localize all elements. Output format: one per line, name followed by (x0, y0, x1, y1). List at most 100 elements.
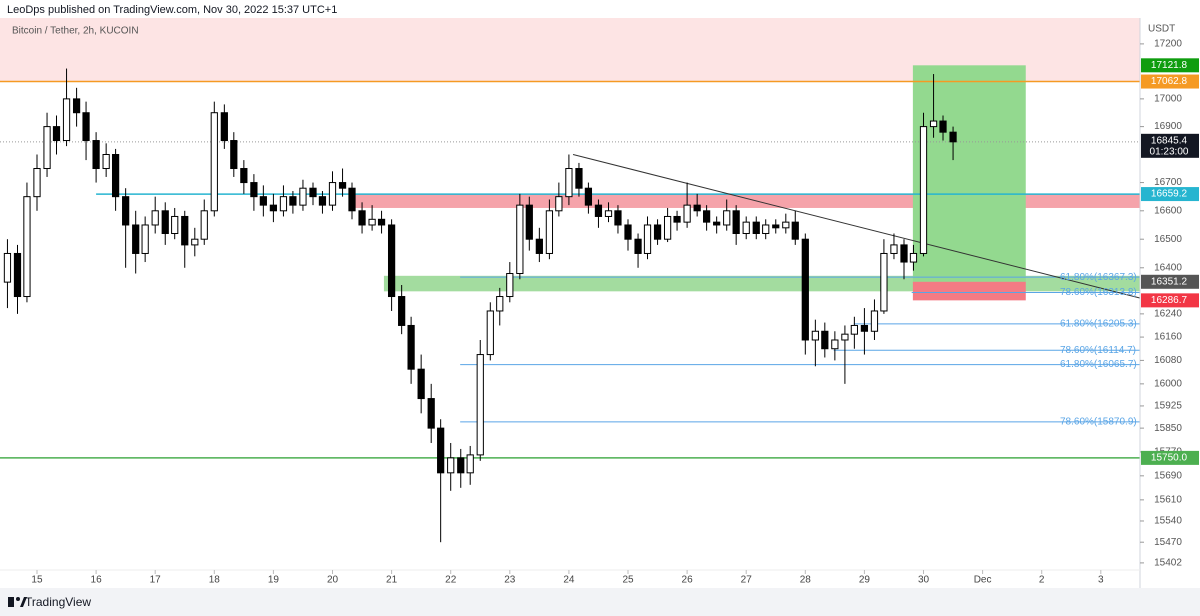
position-tag (1141, 293, 1199, 308)
candle-body (929, 120, 938, 128)
candle-body (43, 126, 51, 170)
candle-body (82, 112, 90, 142)
price-tag (1141, 450, 1199, 465)
candle-body (713, 221, 721, 226)
candle-body (417, 368, 425, 400)
candle-body (900, 244, 908, 263)
candle-body (368, 218, 376, 226)
candle-body (141, 224, 149, 254)
position-tag (1141, 58, 1199, 73)
x-tick-label: 20 (327, 575, 339, 586)
y-tick-label: 15850 (1154, 423, 1182, 434)
candle-body (111, 154, 120, 198)
candle-body (624, 224, 632, 240)
position-tag-label: 17121.8 (1151, 60, 1188, 71)
candle-body (702, 210, 711, 223)
price-tags: 17062.8 16659.2 15750.0 61.80%(16367.3) 78.6… (1060, 58, 1199, 465)
candle-body (72, 98, 81, 114)
logo-part (20, 597, 27, 607)
candle-body (890, 244, 898, 254)
x-tick-label: 19 (268, 575, 280, 586)
candle-body (634, 238, 642, 254)
candle-body (860, 324, 869, 332)
candle-body (486, 310, 494, 356)
fib-label: 61.80%(16205.3) (1060, 319, 1137, 330)
x-tick-label: 21 (386, 575, 398, 586)
candle-body (398, 296, 406, 326)
logo-part (8, 597, 14, 607)
candle-body (614, 210, 622, 226)
candle-body (279, 196, 288, 212)
candle-body (575, 168, 583, 189)
x-tick-label: 2 (1039, 575, 1045, 586)
candle-body (240, 168, 248, 184)
price-tag (1141, 187, 1199, 202)
fib-label: 78.60%(15870.9) (1060, 417, 1137, 428)
candle-body (407, 324, 415, 370)
candle-body (289, 196, 297, 206)
x-tick-label: Dec (974, 575, 992, 586)
candle-body (506, 273, 514, 298)
candle-body (259, 196, 267, 206)
footer-bar (0, 588, 1200, 616)
x-tick-label: 3 (1098, 575, 1104, 586)
candle-body (565, 168, 573, 198)
candle-body (220, 112, 228, 142)
y-tick-label: 15402 (1154, 558, 1182, 569)
candle-body (377, 218, 386, 226)
candle-body (299, 187, 307, 206)
candle-body (269, 204, 278, 212)
x-tick-label: 24 (563, 575, 575, 586)
candle-body (466, 454, 474, 474)
candle-body (457, 457, 465, 474)
x-tick-label: 26 (682, 575, 694, 586)
y-tick-label: 16400 (1154, 262, 1182, 273)
candle-body (782, 221, 790, 229)
symbol: Bitcoin / Tether, 2h, KUCOIN (12, 26, 139, 37)
candle-body (584, 187, 593, 206)
y-tick-label: 16240 (1154, 309, 1182, 320)
candle-body (338, 182, 347, 189)
candle-body (318, 196, 327, 206)
countdown: 01:23:00 (1150, 146, 1189, 157)
candle-body (663, 215, 672, 240)
candle-body (643, 224, 652, 254)
candle-body (23, 196, 31, 298)
position-tag-label: 16351.2 (1151, 276, 1188, 287)
x-tick-label: 18 (209, 575, 221, 586)
candle-body (762, 224, 770, 235)
candle-body (200, 210, 208, 240)
candle-body (821, 330, 829, 350)
candle-body (880, 252, 888, 312)
y-tick-label: 17200 (1154, 39, 1182, 50)
candle-body (358, 210, 366, 226)
candle-body (151, 210, 159, 226)
price-tag (1141, 74, 1199, 89)
candle-body (496, 296, 504, 312)
candle-body (831, 339, 839, 350)
candle-body (132, 224, 140, 254)
position-tag-label: 16286.7 (1151, 295, 1188, 306)
candle-body (742, 221, 750, 235)
candle-body (516, 204, 524, 275)
footer-brand: TradingView (25, 595, 91, 609)
candles (3, 68, 957, 543)
y-tick-label: 15610 (1154, 494, 1182, 505)
candle-body (427, 398, 435, 429)
candle-body (673, 215, 681, 223)
candle-body (909, 252, 918, 263)
candle-body (693, 204, 701, 212)
position-tag (1141, 274, 1199, 289)
candle-body (801, 238, 809, 341)
candle-body (811, 330, 819, 341)
price-tag-label: 15750.0 (1151, 453, 1188, 464)
x-tick-label: 28 (800, 575, 812, 586)
candle-body (161, 210, 169, 235)
candle-body (309, 187, 317, 198)
fib-label: 78.60%(16114.7) (1060, 345, 1136, 356)
y-tick-label: 16600 (1154, 205, 1182, 216)
x-tick-label: 29 (859, 575, 871, 586)
candle-body (732, 210, 740, 235)
candle-body (841, 333, 849, 341)
